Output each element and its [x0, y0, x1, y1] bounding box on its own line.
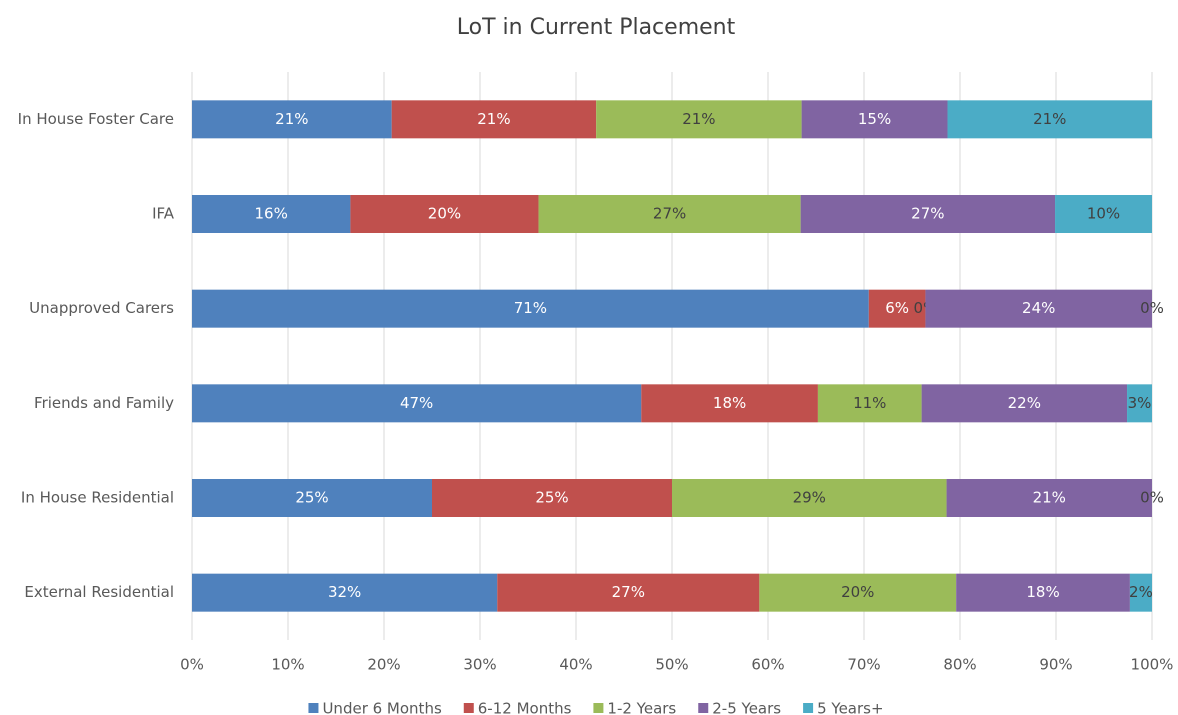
x-tick-label: 40% — [559, 656, 592, 674]
bar-segment — [192, 573, 498, 612]
y-tick-label: IFA — [152, 205, 175, 223]
bar-segment — [800, 195, 1056, 233]
bar-segment — [801, 100, 948, 139]
data-label: 18% — [713, 394, 746, 412]
data-label: 25% — [535, 489, 568, 507]
bar-segment — [432, 479, 672, 517]
data-label: 22% — [1008, 394, 1041, 412]
bar-segment — [350, 195, 539, 233]
y-tick-label: Friends and Family — [34, 394, 174, 412]
bar-segment — [868, 289, 926, 328]
legend-swatch — [463, 703, 474, 713]
data-label: 6% — [885, 299, 909, 317]
data-label: 27% — [653, 205, 686, 223]
bar-segment — [759, 573, 957, 612]
data-label: 47% — [400, 394, 433, 412]
legend-swatch — [593, 703, 604, 713]
data-label: 16% — [255, 205, 288, 223]
x-tick-label: 20% — [367, 656, 400, 674]
legend-label: 1-2 Years — [607, 700, 676, 715]
bar-segment — [192, 384, 642, 423]
y-tick-label: Unapproved Carers — [29, 299, 174, 317]
data-label: 32% — [328, 583, 361, 601]
data-label: 29% — [793, 489, 826, 507]
bar-segment — [956, 573, 1130, 612]
data-label: 21% — [477, 110, 510, 128]
data-label: 21% — [1033, 110, 1066, 128]
bar-segment — [538, 195, 801, 233]
data-label: 24% — [1022, 299, 1055, 317]
legend-swatch — [803, 703, 814, 713]
data-label: 11% — [853, 394, 886, 412]
bar-segment — [596, 100, 802, 139]
bar-segment — [946, 479, 1152, 517]
x-tick-label: 0% — [180, 656, 204, 674]
legend-label: 2-5 Years — [712, 700, 781, 715]
data-label: 27% — [612, 583, 645, 601]
data-label: 21% — [275, 110, 308, 128]
chart-title: LoT in Current Placement — [457, 15, 736, 40]
data-label: 21% — [682, 110, 715, 128]
legend-label: 5 Years+ — [817, 700, 883, 715]
data-label: 3% — [1128, 394, 1152, 412]
bar-segment — [921, 384, 1128, 423]
bar-segment — [925, 289, 1152, 328]
bar-segment — [672, 479, 947, 517]
bar-segment — [947, 100, 1152, 139]
data-label: 15% — [858, 110, 891, 128]
bar-segment — [641, 384, 818, 423]
legend-swatch — [308, 703, 319, 713]
data-label: 27% — [911, 205, 944, 223]
data-label: 0% — [1140, 489, 1164, 507]
x-tick-label: 70% — [847, 656, 880, 674]
bar-segment — [192, 195, 351, 233]
y-tick-label: External Residential — [24, 583, 174, 601]
x-tick-label: 100% — [1131, 656, 1174, 674]
data-label: 10% — [1087, 205, 1120, 223]
bar-segment — [192, 479, 432, 517]
bar-segment — [192, 289, 869, 328]
x-tick-label: 60% — [751, 656, 784, 674]
legend-label: 6-12 Months — [478, 700, 572, 715]
bar-segment — [497, 573, 760, 612]
data-label: 0% — [1140, 299, 1164, 317]
data-label: 20% — [841, 583, 874, 601]
data-label: 21% — [1033, 489, 1066, 507]
x-tick-label: 90% — [1039, 656, 1072, 674]
bar-segment — [391, 100, 597, 139]
data-label: 71% — [514, 299, 547, 317]
legend: Under 6 Months 6-12 Months 1-2 Years 2-5 Ye… — [308, 700, 884, 715]
bar-segment — [1127, 384, 1152, 423]
data-label: 20% — [428, 205, 461, 223]
y-tick-label: In House Residential — [21, 489, 174, 507]
data-label: 25% — [295, 489, 328, 507]
legend-swatch — [698, 703, 709, 713]
data-label: 2% — [1129, 583, 1153, 601]
x-tick-label: 10% — [271, 656, 304, 674]
bar-segment — [1055, 195, 1152, 233]
legend-label: Under 6 Months — [322, 700, 441, 715]
bar-segment — [192, 100, 392, 139]
data-label: 18% — [1026, 583, 1059, 601]
x-tick-label: 80% — [943, 656, 976, 674]
bar-segment — [1129, 573, 1152, 612]
x-tick-label: 50% — [655, 656, 688, 674]
y-tick-label: In House Foster Care — [18, 110, 174, 128]
bar-segment — [817, 384, 922, 423]
x-tick-label: 30% — [463, 656, 496, 674]
